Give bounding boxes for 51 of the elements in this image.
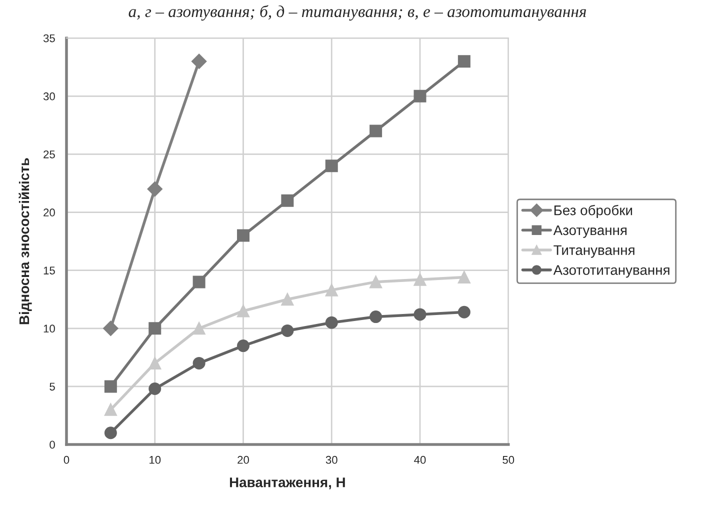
point bbox=[236, 340, 250, 352]
point bbox=[192, 322, 206, 335]
point bbox=[148, 382, 162, 396]
point bbox=[281, 324, 294, 337]
x-tick-label: 10 bbox=[150, 456, 161, 464]
point bbox=[104, 426, 117, 440]
y-tick-label: 10 bbox=[44, 324, 55, 333]
point bbox=[104, 380, 117, 393]
point bbox=[281, 194, 294, 207]
point bbox=[192, 276, 206, 288]
x-tick-label: 30 bbox=[326, 456, 338, 464]
y-tick-label: 0 bbox=[50, 440, 55, 449]
y-tick-label: 35 bbox=[43, 34, 55, 42]
point bbox=[414, 90, 426, 102]
point bbox=[103, 320, 118, 336]
point bbox=[236, 304, 250, 318]
point bbox=[458, 55, 470, 68]
point bbox=[325, 316, 338, 329]
legend-label: Азототитанування bbox=[553, 265, 670, 278]
x-tick-label: 40 bbox=[414, 456, 426, 464]
y-tick-label: 30 bbox=[43, 92, 55, 100]
x-tick-label: 0 bbox=[64, 456, 70, 464]
text: а, г – азотування; б, д – титанування; в, е – азототитанування bbox=[128, 5, 586, 21]
point bbox=[414, 308, 426, 321]
legend-label: Азотування bbox=[553, 225, 627, 238]
x-tick-label: 20 bbox=[238, 456, 249, 464]
point bbox=[458, 306, 470, 318]
point bbox=[191, 54, 207, 69]
point bbox=[236, 229, 250, 242]
point bbox=[281, 293, 294, 306]
x-axis-title: Навантаження, Н bbox=[230, 478, 345, 490]
legend-label: Титанування bbox=[554, 245, 634, 258]
point bbox=[370, 124, 382, 138]
point bbox=[414, 273, 426, 286]
y-tick-label: 15 bbox=[44, 266, 55, 274]
point bbox=[325, 160, 338, 172]
y-tick-label: 25 bbox=[44, 150, 55, 158]
point bbox=[370, 276, 382, 288]
point bbox=[458, 271, 470, 284]
point bbox=[192, 356, 206, 370]
point bbox=[104, 403, 117, 416]
point bbox=[147, 181, 162, 197]
point bbox=[370, 310, 382, 324]
x-tick-label: 50 bbox=[502, 456, 514, 464]
legend-label: Без обробки bbox=[554, 204, 632, 218]
point bbox=[148, 322, 162, 335]
y-tick-label: 20 bbox=[44, 208, 55, 216]
y-axis-title: Відносна зносостійкість bbox=[18, 158, 32, 324]
y-tick-label: 5 bbox=[50, 382, 55, 391]
point bbox=[148, 356, 162, 370]
point bbox=[325, 284, 338, 296]
